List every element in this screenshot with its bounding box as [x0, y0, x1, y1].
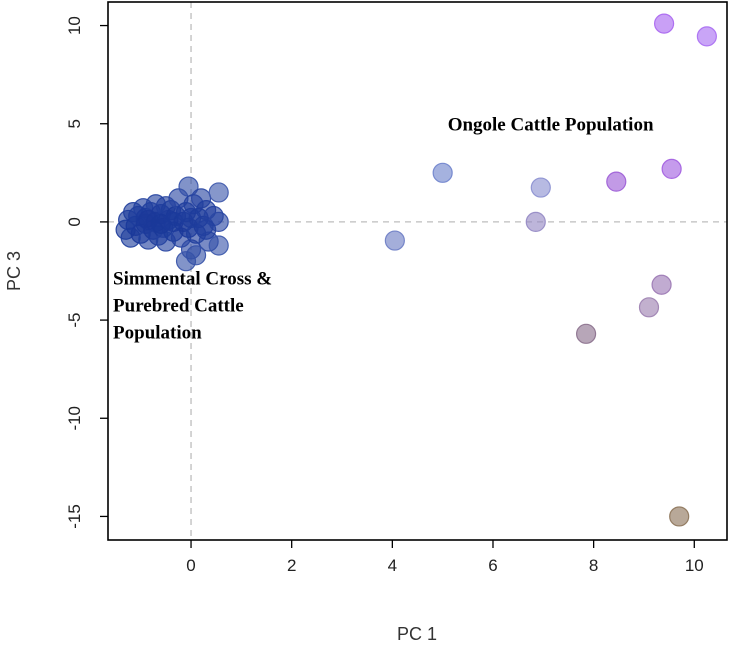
data-point: [180, 207, 202, 229]
data-point: [185, 245, 207, 266]
plot-frame: [107, 1, 728, 541]
data-point: [661, 158, 682, 179]
data-point: [669, 506, 690, 527]
data-point: [606, 171, 627, 192]
data-point: [696, 26, 717, 47]
annotation-label: Ongole Cattle Population: [448, 115, 654, 136]
x-tick-label: 10: [685, 556, 704, 575]
data-point: [651, 274, 672, 295]
y-axis-title: PC 3: [4, 251, 24, 291]
data-point: [208, 182, 229, 203]
data-point: [196, 219, 217, 240]
data-point: [163, 211, 184, 233]
annotations: Ongole Cattle Population Simmental Cross …: [113, 115, 654, 344]
y-tick-label: -15: [65, 504, 84, 529]
y-tick-label: -10: [65, 406, 84, 431]
annotation-line: Ongole Cattle Population: [448, 115, 654, 136]
data-point: [653, 13, 675, 34]
y-tick-label: -5: [65, 313, 84, 328]
x-tick-label: 4: [388, 556, 397, 575]
data-point: [525, 211, 546, 233]
x-tick-label: 6: [488, 556, 497, 575]
y-axis: -15 -10 -5 0 5 10: [65, 16, 108, 529]
x-axis: 0 2 4 6 8 10: [186, 540, 704, 575]
data-point: [638, 297, 660, 318]
data-point: [432, 162, 453, 183]
data-point: [208, 235, 229, 256]
annotation-line: Population: [113, 323, 202, 344]
data-point: [384, 230, 405, 251]
annotation-line: Simmental Cross &: [113, 269, 272, 290]
annotation-line: Purebred Cattle: [113, 296, 244, 317]
data-point: [575, 323, 597, 344]
data-point: [530, 177, 551, 198]
annotation-label: Simmental Cross & Purebred Cattle Populati…: [113, 269, 272, 344]
y-tick-label: 5: [65, 119, 84, 128]
x-axis-title: PC 1: [397, 624, 437, 644]
x-tick-label: 8: [589, 556, 598, 575]
x-tick-label: 0: [186, 556, 195, 575]
y-tick-label: 0: [65, 217, 84, 226]
y-tick-label: 10: [65, 16, 84, 35]
data-points: [115, 13, 717, 527]
x-tick-label: 2: [287, 556, 296, 575]
